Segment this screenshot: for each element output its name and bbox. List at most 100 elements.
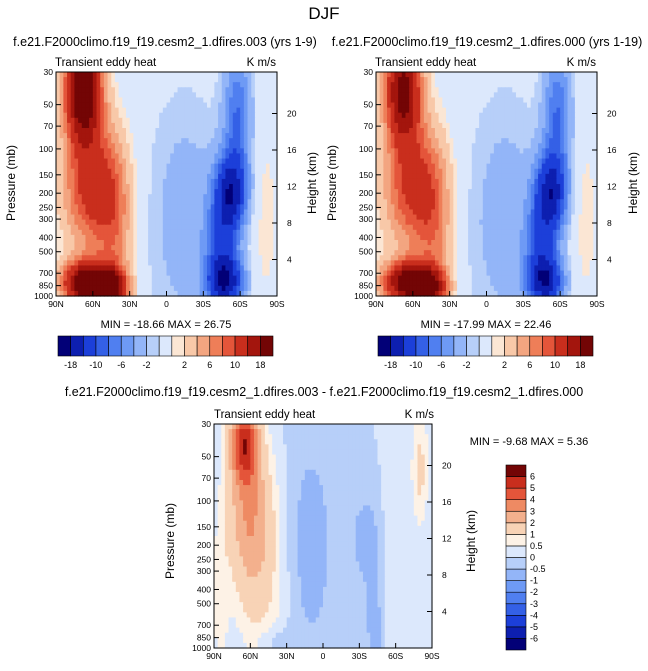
field-cell (67, 102, 72, 109)
field-cell (170, 148, 175, 155)
field-cell (445, 184, 451, 190)
field-cell (265, 143, 271, 149)
field-cell (184, 234, 190, 241)
field-cell (59, 87, 64, 93)
field-cell (225, 122, 230, 129)
field-cell (254, 280, 260, 287)
field-cell (383, 255, 388, 261)
field-cell (218, 117, 223, 124)
field-cell (144, 260, 149, 267)
field-cell (125, 92, 131, 99)
field-cell (552, 128, 558, 134)
field-cell (81, 194, 87, 200)
field-cell (578, 158, 583, 165)
field-cell (423, 250, 429, 256)
field-cell (412, 138, 418, 144)
field-cell (81, 224, 87, 231)
field-cell (420, 168, 425, 175)
field-cell (398, 77, 403, 83)
field-cell (100, 117, 105, 124)
field-cell (464, 143, 469, 149)
field-cell (155, 92, 160, 99)
field-cell (207, 199, 212, 205)
field-cell (214, 245, 219, 251)
field-cell (585, 194, 591, 200)
field-cell (100, 204, 105, 211)
field-cell (427, 173, 432, 180)
field-cell (519, 72, 524, 78)
field-cell (148, 194, 153, 200)
field-cell (427, 224, 432, 231)
field-cell (265, 240, 271, 246)
field-cell (210, 260, 215, 267)
field-cell (56, 72, 61, 78)
field-cell (133, 102, 138, 109)
field-cell (148, 270, 153, 277)
field-cell (148, 133, 153, 139)
field-cell (519, 178, 524, 185)
field-cell (229, 122, 234, 129)
field-cell (144, 163, 149, 170)
field-cell (70, 173, 76, 180)
field-cell (162, 148, 168, 155)
field-cell (420, 260, 425, 267)
field-cell (409, 138, 414, 144)
field-cell (593, 178, 598, 185)
field-cell (412, 143, 418, 149)
field-cell (265, 87, 271, 93)
field-cell (232, 285, 238, 292)
field-cell (56, 87, 61, 93)
field-cell (103, 219, 109, 226)
field-cell (479, 92, 484, 99)
field-cell (258, 122, 263, 129)
field-cell (523, 260, 528, 267)
field-cell (442, 158, 447, 165)
field-cell (103, 77, 109, 83)
field-cell (162, 224, 168, 231)
field-cell (409, 240, 414, 246)
field-cell (405, 87, 410, 93)
field-cell (523, 199, 528, 205)
field-cell (379, 122, 384, 129)
field-cell (67, 189, 72, 195)
field-cell (262, 82, 267, 88)
field-cell (431, 138, 436, 144)
field-cell (376, 148, 381, 155)
field-cell (262, 158, 267, 165)
field-cell (475, 107, 480, 114)
field-cell (405, 250, 410, 256)
field-cell (254, 189, 260, 195)
field-cell (398, 250, 403, 256)
field-cell (159, 153, 164, 160)
field-cell (383, 133, 388, 139)
field-cell (236, 148, 241, 155)
field-cell (199, 143, 204, 149)
field-cell (195, 138, 201, 144)
field-cell (137, 229, 142, 236)
field-cell (262, 122, 267, 129)
field-cell (240, 122, 245, 129)
field-cell (471, 189, 477, 195)
field-cell (170, 189, 175, 195)
field-cell (482, 199, 488, 205)
field-cell (210, 219, 215, 226)
field-cell (144, 173, 149, 180)
field-cell (247, 204, 252, 211)
field-cell (151, 178, 157, 185)
field-cell (541, 240, 547, 246)
field-cell (468, 189, 473, 195)
field-cell (394, 178, 399, 185)
field-cell (545, 199, 550, 205)
field-cell (504, 245, 510, 251)
field-cell (427, 82, 432, 88)
field-cell (549, 72, 554, 78)
field-cell (449, 138, 454, 144)
field-cell (203, 245, 208, 251)
field-cell (468, 87, 473, 93)
field-cell (92, 133, 98, 139)
field-cell (181, 280, 186, 287)
field-cell (151, 173, 157, 180)
field-cell (122, 143, 127, 149)
field-cell (387, 128, 392, 134)
field-cell (427, 260, 432, 267)
